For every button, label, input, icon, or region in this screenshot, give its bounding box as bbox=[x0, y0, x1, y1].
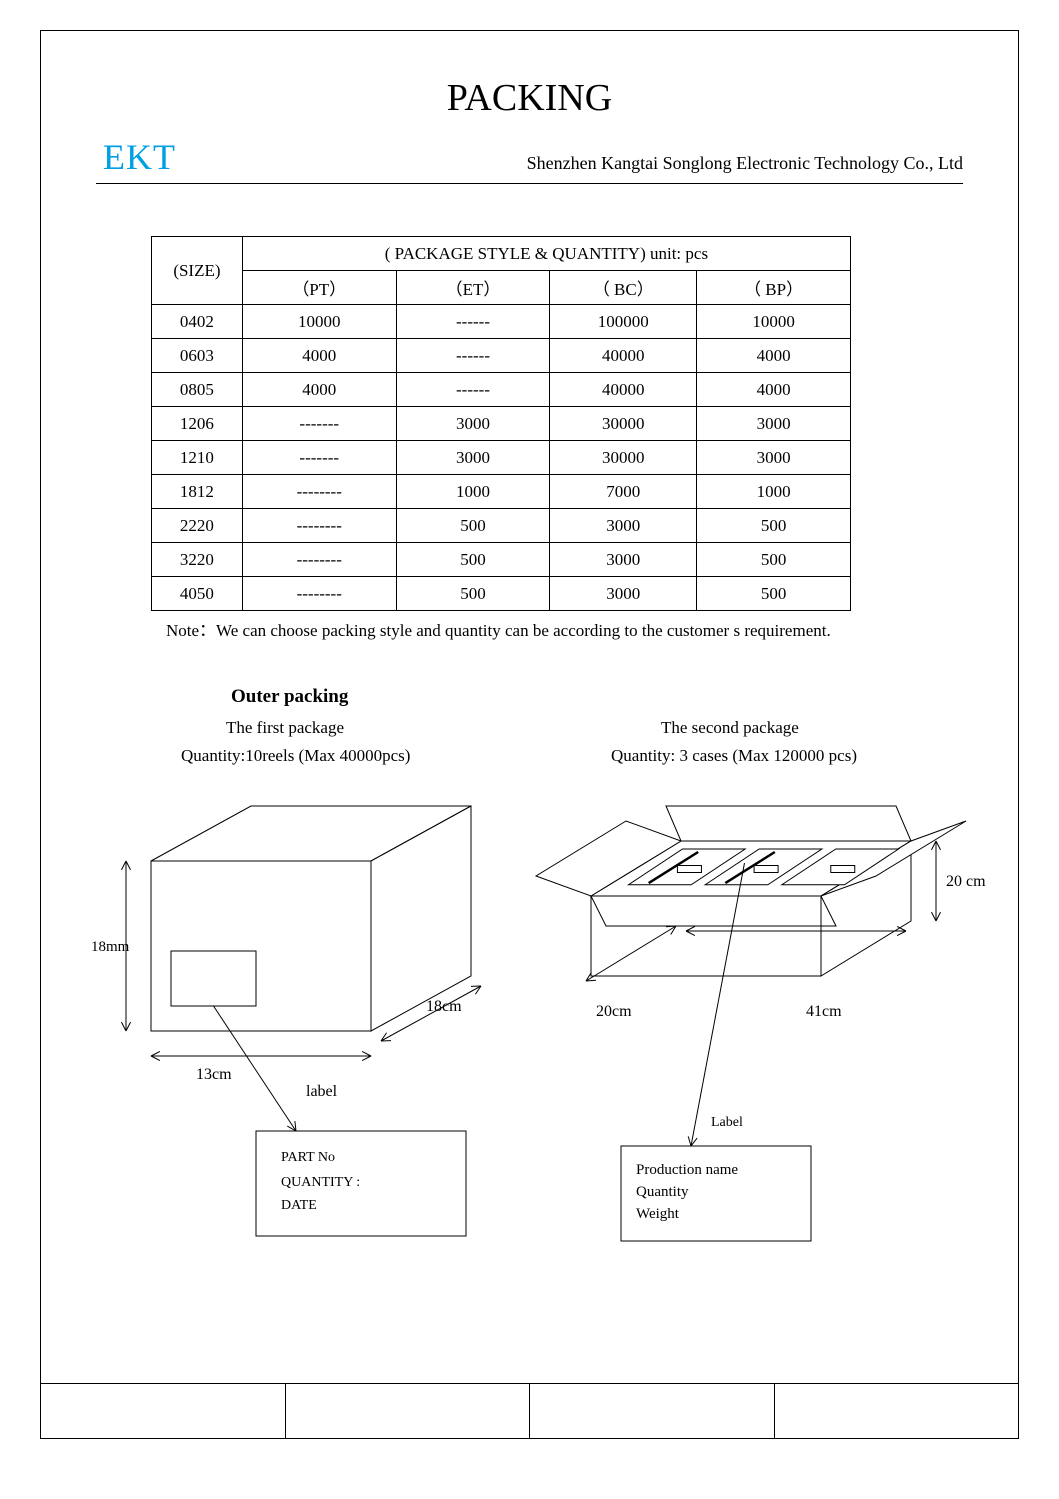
svg-text:20cm: 20cm bbox=[596, 1003, 632, 1020]
svg-text:label: label bbox=[306, 1083, 338, 1100]
company-name: Shenzhen Kangtai Songlong Electronic Tec… bbox=[527, 153, 963, 174]
svg-text:DATE: DATE bbox=[281, 1198, 317, 1213]
footer-cell-2 bbox=[286, 1384, 531, 1438]
packing-diagram: 18mm 18cm 13cm label PART No QUANTITY : DATE 20… bbox=[91, 781, 991, 1281]
svg-text:20 cm: 20 cm bbox=[946, 873, 986, 890]
svg-text:18cm: 18cm bbox=[426, 998, 462, 1015]
footer-band bbox=[41, 1383, 1018, 1438]
logo-text: EKT bbox=[103, 136, 176, 178]
svg-text:Weight: Weight bbox=[636, 1206, 680, 1222]
svg-text:Production name: Production name bbox=[636, 1162, 738, 1178]
outer-packing-heading: Outer packing bbox=[231, 686, 348, 708]
package-table: (SIZE)( PACKAGE STYLE & QUANTITY) unit: … bbox=[151, 236, 851, 611]
svg-text:13cm: 13cm bbox=[196, 1066, 232, 1083]
header-rule bbox=[96, 183, 963, 184]
first-package-qty: Quantity:10reels (Max 40000pcs) bbox=[181, 746, 410, 766]
footer-cell-1 bbox=[41, 1384, 286, 1438]
svg-text:Label: Label bbox=[711, 1115, 743, 1130]
svg-text:QUANTITY :: QUANTITY : bbox=[281, 1175, 360, 1190]
page-title: PACKING bbox=[41, 76, 1018, 120]
svg-text:Quantity: Quantity bbox=[636, 1184, 689, 1200]
svg-text:PART No: PART No bbox=[281, 1150, 335, 1165]
svg-text:41cm: 41cm bbox=[806, 1003, 842, 1020]
svg-text:18mm: 18mm bbox=[91, 939, 130, 955]
second-package-qty: Quantity: 3 cases (Max 120000 pcs) bbox=[611, 746, 857, 766]
second-package-title: The second package bbox=[661, 718, 799, 738]
footer-cell-3 bbox=[530, 1384, 775, 1438]
footer-cell-4 bbox=[775, 1384, 1019, 1438]
note-text: Note：We can choose packing style and qua… bbox=[166, 616, 831, 641]
first-package-title: The first package bbox=[226, 718, 344, 738]
